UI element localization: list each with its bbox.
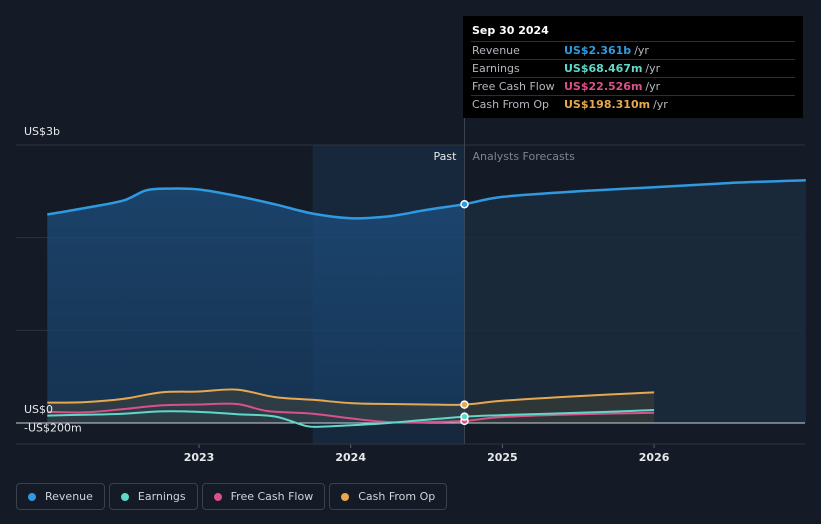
legend-dot-icon [341,492,350,501]
tooltip-label: Earnings [472,62,520,75]
cash-from-op-line [47,388,655,406]
tooltip-value: US$198.310m [564,98,651,111]
tooltip-row-free-cash-flow: Free Cash Flow US$22.526m /yr [471,77,795,95]
legend-item-free-cash-flow[interactable]: Free Cash Flow [201,483,326,510]
legend-label: Earnings [137,490,186,503]
legend-item-cash-from-op[interactable]: Cash From Op [329,483,448,510]
tooltip-date: Sep 30 2024 [472,24,549,37]
tooltip-value: US$22.526m [564,80,643,93]
tooltip-label: Cash From Op [472,98,550,111]
x-tick-label: 2023 [184,451,215,464]
x-tick-label: 2025 [487,451,518,464]
tooltip-value: US$68.467m [564,62,643,75]
earnings-line [47,409,655,428]
free-cash-flow-line [47,402,655,424]
earnings-marker [460,412,469,421]
tooltip-label: Free Cash Flow [472,80,555,93]
tooltip-row-cash-from-op: Cash From Op US$198.310m /yr [471,95,795,113]
legend-dot-icon [213,492,222,501]
forecast-label: Analysts Forecasts [472,150,575,163]
tooltip-unit: /yr [645,80,661,93]
cash-from-op-marker [460,400,469,409]
tooltip-unit: /yr [653,98,668,111]
revenue-forecast-area [464,180,806,423]
legend-label: Revenue [45,490,93,503]
y-tick-label: -US$200m [24,422,82,435]
tooltip-row-revenue: Revenue US$2.361b /yr [471,41,795,59]
tooltip-label: Revenue [472,44,520,57]
tooltip: Sep 30 2024 Revenue US$2.361b /yr Earnin… [463,16,803,118]
y-tick-label: US$3b [24,125,60,138]
revenue-past-area [47,188,465,423]
tooltip-unit: /yr [634,44,649,57]
y-tick-label: US$0 [24,403,53,416]
revenue-marker [460,199,469,209]
x-tick-label: 2026 [639,451,670,464]
x-tick-label: 2024 [335,451,366,464]
legend-item-revenue[interactable]: Revenue [16,483,105,510]
legend-dot-icon [120,492,129,501]
legend-label: Free Cash Flow [230,490,314,503]
tooltip-value: US$2.361b [564,44,632,57]
legend: Revenue Earnings Free Cash Flow Cash Fro… [16,483,451,510]
legend-label: Cash From Op [358,490,436,503]
legend-dot-icon [28,492,36,501]
past-label: Past [434,150,458,163]
legend-item-earnings[interactable]: Earnings [108,483,198,510]
tooltip-unit: /yr [645,62,661,75]
tooltip-row-earnings: Earnings US$68.467m /yr [471,59,795,77]
revenue-line [47,178,806,220]
